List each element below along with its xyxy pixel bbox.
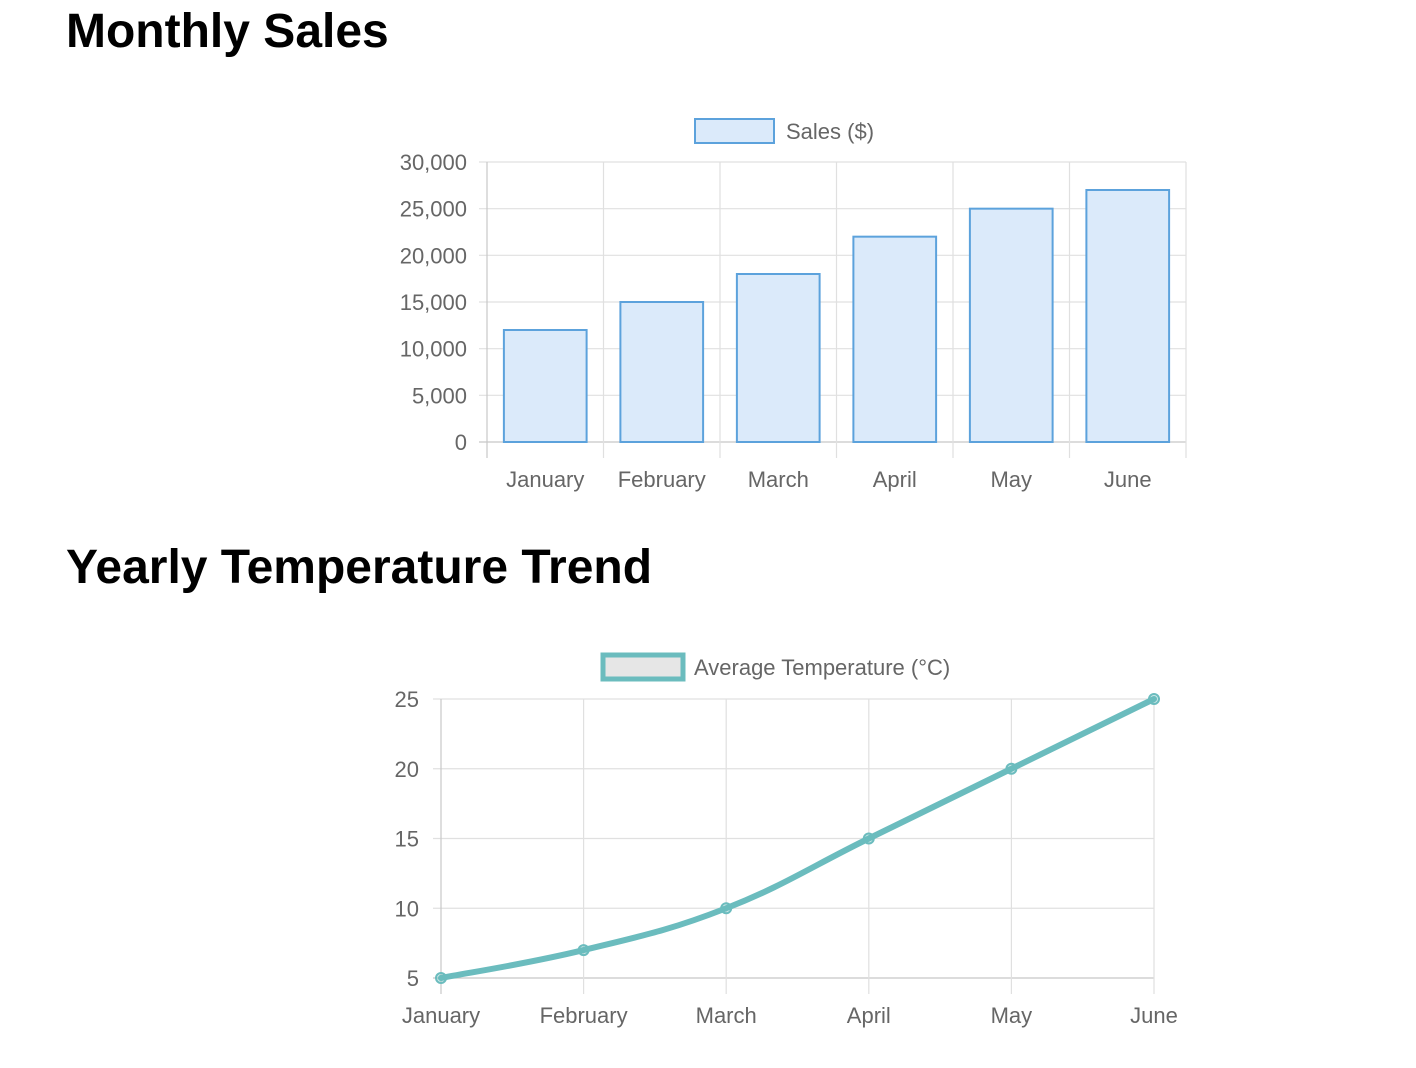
temp-y-tick-label: 15: [395, 827, 419, 852]
temp-y-tick-label: 20: [395, 757, 419, 782]
sales-y-tick-label: 5,000: [412, 383, 467, 408]
sales-y-tick-label: 0: [455, 430, 467, 455]
temp-x-tick-label: June: [1130, 1003, 1178, 1028]
sales-x-tick-label: March: [748, 467, 809, 492]
sales-x-tick-label: June: [1104, 467, 1152, 492]
sales-bar-february: [619, 301, 705, 443]
sales-y-tick-label: 25,000: [400, 197, 467, 222]
sales-legend-swatch: [694, 118, 775, 144]
sales-bar-april: [852, 235, 938, 443]
sales-y-tick-label: 20,000: [400, 243, 467, 268]
temp-legend-swatch: [600, 652, 686, 682]
temp-series-line: [438, 696, 1157, 981]
sales-y-tick-label: 15,000: [400, 290, 467, 315]
temp-legend-label: Average Temperature (°C): [694, 655, 950, 680]
sales-x-tick-label: February: [618, 467, 706, 492]
sales-y-tick-label: 30,000: [400, 150, 467, 175]
sales-y-tick-label: 10,000: [400, 337, 467, 362]
sales-bar-june: [1085, 189, 1171, 443]
temp-x-tick-label: January: [402, 1003, 480, 1028]
temp-x-tick-label: May: [991, 1003, 1033, 1028]
temp-point-june: [1148, 693, 1160, 705]
temp-y-tick-label: 5: [407, 966, 419, 991]
temp-x-tick-label: April: [847, 1003, 891, 1028]
sales-bar-january: [502, 329, 588, 443]
sales-x-tick-label: January: [506, 467, 584, 492]
temperature-chart-title: Yearly Temperature Trend: [66, 541, 653, 594]
temp-y-tick-label: 10: [395, 896, 419, 921]
temp-point-january: [435, 972, 447, 984]
temp-point-march: [720, 902, 733, 915]
temp-y-tick-label: 25: [395, 687, 419, 712]
sales-x-tick-label: April: [873, 467, 917, 492]
temp-x-tick-label: February: [540, 1003, 628, 1028]
sales-chart-title: Monthly Sales: [66, 5, 389, 58]
sales-bar-chart: 0 5,000 10,000 15,000 20,000 25,000 30,000 Janu…: [400, 118, 1187, 492]
temp-x-tick-label: March: [696, 1003, 757, 1028]
temp-point-february: [577, 944, 590, 957]
sales-bar-may: [968, 207, 1054, 443]
sales-x-tick-label: May: [990, 467, 1032, 492]
sales-legend-label: Sales ($): [786, 119, 874, 144]
sales-bar-march: [735, 273, 821, 443]
temp-point-april: [862, 832, 875, 845]
temp-point-may: [1005, 762, 1018, 775]
